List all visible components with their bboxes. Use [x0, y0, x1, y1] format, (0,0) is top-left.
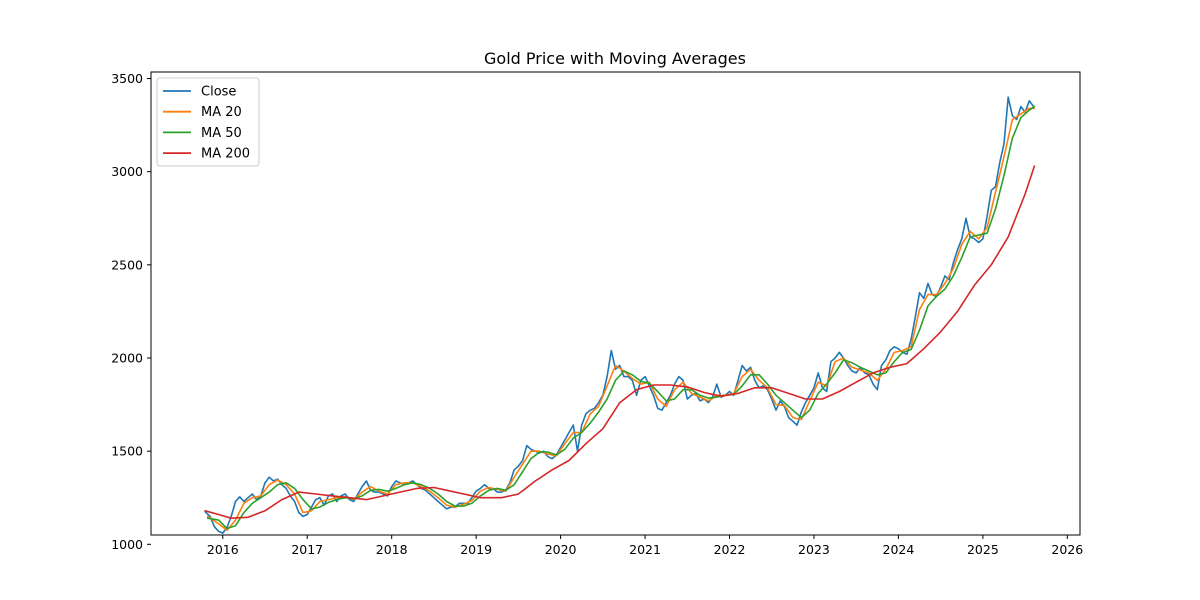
legend-label-close: Close — [201, 85, 236, 100]
plot-frame — [150, 71, 1081, 536]
legend: Close MA 20 MA 50 MA 200 — [156, 77, 260, 167]
legend-label-ma-20: MA 20 — [201, 105, 242, 120]
x-tick-label: 2026 — [1051, 542, 1083, 557]
x-tick-label: 2025 — [967, 542, 999, 557]
y-tick-label: 3500 — [111, 71, 143, 86]
x-tick-label: 2023 — [798, 542, 830, 557]
legend-label-ma-50: MA 50 — [201, 126, 242, 141]
x-tick-label: 2018 — [376, 542, 408, 557]
series-line-ma-200 — [204, 165, 1036, 519]
y-axis: 1000 1500 2000 2500 3000 3500 — [111, 71, 151, 552]
x-tick-label: 2024 — [883, 542, 915, 557]
x-tick-label: 2016 — [207, 542, 239, 557]
legend-label-ma-200: MA 200 — [201, 147, 250, 162]
x-tick-label: 2020 — [545, 542, 577, 557]
y-tick-label: 1500 — [111, 444, 143, 459]
y-tick-label: 1000 — [111, 537, 143, 552]
series-line-close — [204, 96, 1035, 534]
legend-box — [156, 77, 260, 167]
x-tick-label: 2021 — [629, 542, 661, 557]
y-tick-label: 2000 — [111, 350, 143, 365]
x-axis: 2016 2017 2018 2019 2020 2021 2022 2023 2024 2025… — [207, 535, 1083, 557]
chart-title: Gold Price with Moving Averages — [484, 49, 746, 68]
x-tick-label: 2022 — [714, 542, 746, 557]
y-tick-label: 3000 — [111, 164, 143, 179]
x-tick-label: 2017 — [291, 542, 323, 557]
y-tick-label: 2500 — [111, 257, 143, 272]
x-tick-label: 2019 — [460, 542, 492, 557]
series-layer — [204, 96, 1036, 534]
